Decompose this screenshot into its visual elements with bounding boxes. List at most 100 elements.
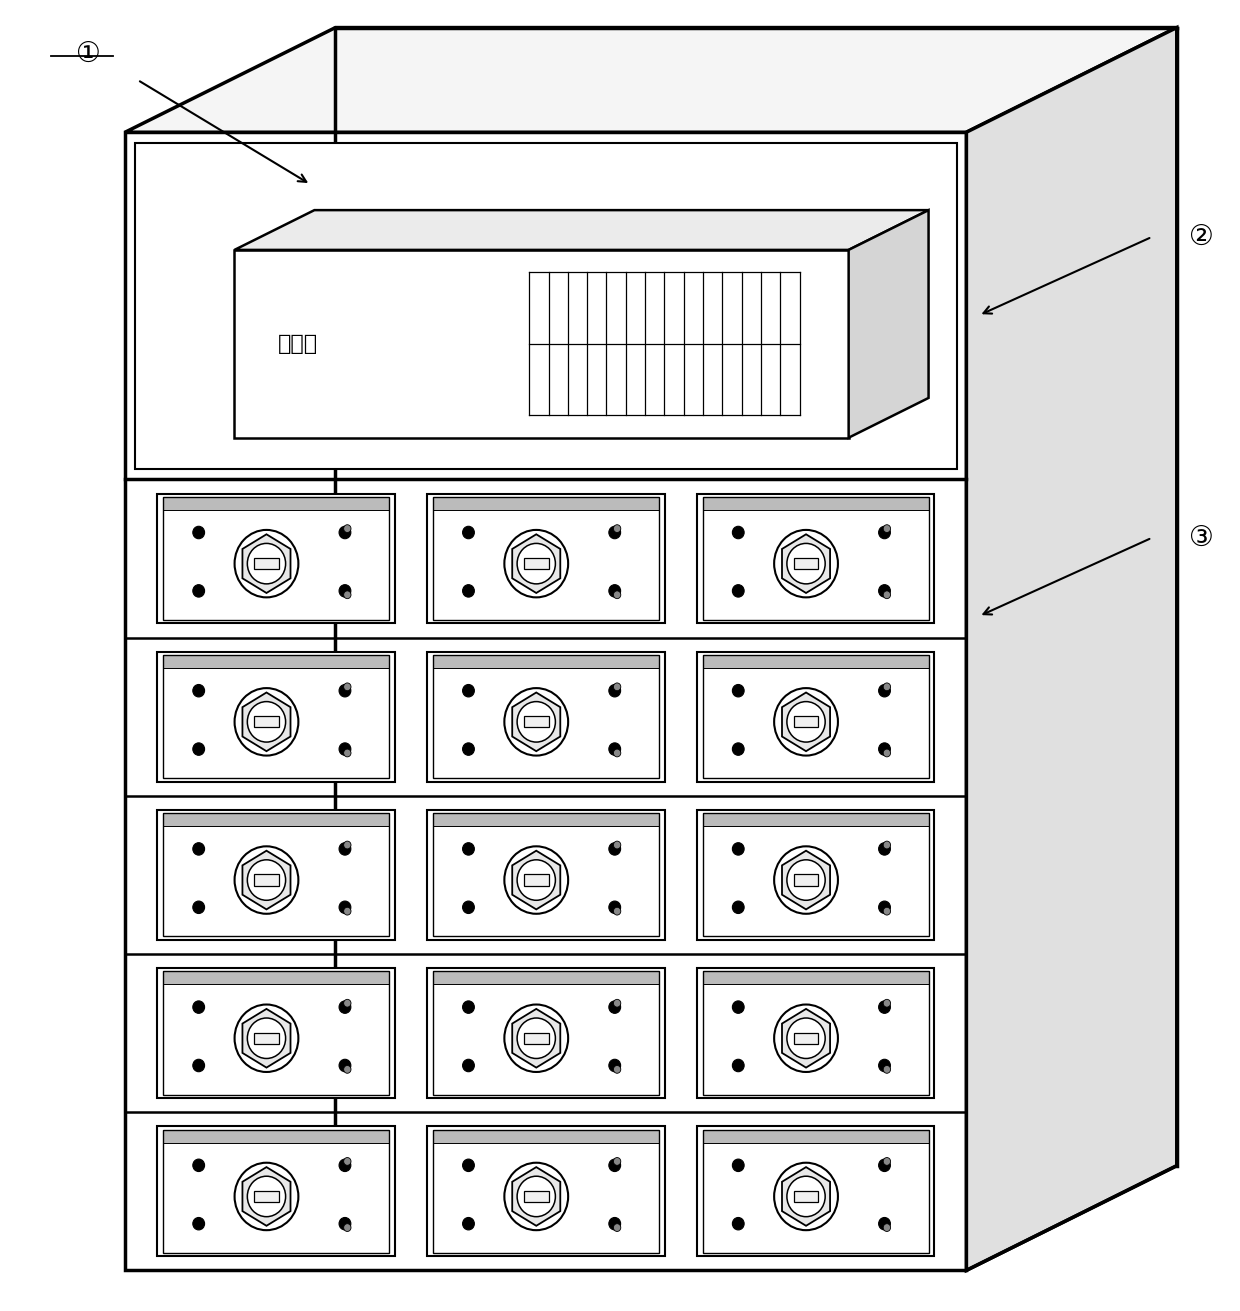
Bar xyxy=(697,810,935,940)
Circle shape xyxy=(883,524,890,532)
Circle shape xyxy=(787,1176,825,1217)
Polygon shape xyxy=(782,1167,830,1226)
Circle shape xyxy=(339,901,351,914)
Bar xyxy=(427,810,665,940)
Bar xyxy=(254,558,279,569)
Circle shape xyxy=(614,842,621,850)
Circle shape xyxy=(192,1218,205,1230)
Circle shape xyxy=(787,1019,825,1058)
Circle shape xyxy=(343,907,351,915)
Bar xyxy=(703,1130,929,1253)
Circle shape xyxy=(774,847,838,914)
Circle shape xyxy=(614,999,621,1007)
Bar xyxy=(433,813,658,936)
Circle shape xyxy=(609,585,621,597)
Circle shape xyxy=(614,749,621,756)
Circle shape xyxy=(517,1019,556,1058)
Circle shape xyxy=(234,847,299,914)
Bar xyxy=(234,250,848,438)
Circle shape xyxy=(247,543,285,583)
Circle shape xyxy=(614,1066,621,1074)
Circle shape xyxy=(505,530,568,598)
Circle shape xyxy=(614,1223,621,1231)
Bar xyxy=(427,493,665,623)
Bar xyxy=(697,493,935,623)
Circle shape xyxy=(879,684,890,697)
Circle shape xyxy=(609,843,621,855)
Polygon shape xyxy=(512,851,560,910)
Circle shape xyxy=(883,1158,890,1165)
Bar xyxy=(703,656,929,779)
Circle shape xyxy=(787,860,825,901)
Circle shape xyxy=(343,591,351,599)
Polygon shape xyxy=(243,692,290,751)
Circle shape xyxy=(192,743,205,755)
Polygon shape xyxy=(782,535,830,593)
Bar xyxy=(433,1130,658,1253)
Circle shape xyxy=(609,743,621,755)
Bar xyxy=(162,971,389,985)
Bar xyxy=(523,1190,548,1202)
Polygon shape xyxy=(966,28,1177,1270)
Circle shape xyxy=(505,1163,568,1230)
Bar xyxy=(433,656,658,779)
Bar xyxy=(162,656,389,779)
Circle shape xyxy=(883,999,890,1007)
Circle shape xyxy=(733,1218,744,1230)
Circle shape xyxy=(614,1158,621,1165)
Circle shape xyxy=(879,901,890,914)
Circle shape xyxy=(879,743,890,755)
Circle shape xyxy=(192,901,205,914)
Polygon shape xyxy=(782,851,830,910)
Circle shape xyxy=(505,688,568,755)
Circle shape xyxy=(505,847,568,914)
Circle shape xyxy=(343,1223,351,1231)
Bar xyxy=(703,813,929,936)
Circle shape xyxy=(339,684,351,697)
Circle shape xyxy=(247,860,285,901)
Polygon shape xyxy=(243,535,290,593)
Circle shape xyxy=(192,585,205,597)
Circle shape xyxy=(614,907,621,915)
Circle shape xyxy=(879,843,890,855)
Circle shape xyxy=(614,524,621,532)
Polygon shape xyxy=(512,1167,560,1226)
Bar xyxy=(433,971,658,985)
Circle shape xyxy=(787,701,825,742)
Circle shape xyxy=(192,684,205,697)
Bar xyxy=(703,971,929,985)
Circle shape xyxy=(609,1000,621,1013)
Bar xyxy=(157,1126,394,1256)
Circle shape xyxy=(192,843,205,855)
Circle shape xyxy=(879,526,890,539)
Bar xyxy=(427,1126,665,1256)
Bar xyxy=(523,1033,548,1044)
Bar xyxy=(433,971,658,1095)
Circle shape xyxy=(517,543,556,583)
Bar xyxy=(523,874,548,886)
Circle shape xyxy=(883,683,890,691)
Circle shape xyxy=(614,591,621,599)
Bar xyxy=(254,874,279,886)
Bar xyxy=(162,497,389,620)
Bar xyxy=(523,716,548,728)
Circle shape xyxy=(774,530,838,598)
Circle shape xyxy=(234,530,299,598)
Circle shape xyxy=(247,1019,285,1058)
Polygon shape xyxy=(848,210,929,438)
Circle shape xyxy=(339,1159,351,1172)
Bar xyxy=(794,558,818,569)
Circle shape xyxy=(339,843,351,855)
Circle shape xyxy=(883,907,890,915)
Polygon shape xyxy=(782,1009,830,1067)
Bar xyxy=(697,1126,935,1256)
Circle shape xyxy=(505,1004,568,1072)
Text: 交换机: 交换机 xyxy=(278,334,317,354)
Circle shape xyxy=(787,543,825,583)
Bar xyxy=(794,1033,818,1044)
Circle shape xyxy=(463,1059,475,1071)
Circle shape xyxy=(733,1159,744,1172)
Circle shape xyxy=(609,526,621,539)
Circle shape xyxy=(879,585,890,597)
Bar xyxy=(157,810,394,940)
